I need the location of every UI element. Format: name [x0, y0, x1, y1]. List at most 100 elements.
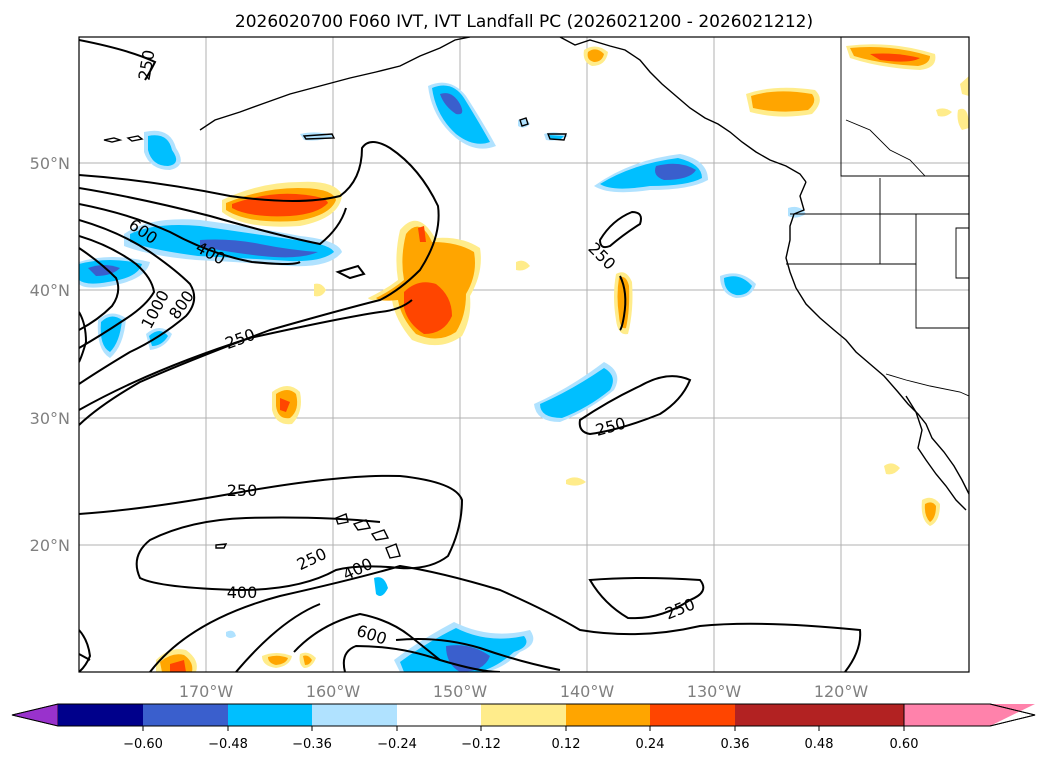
border-state [955, 227, 969, 279]
lat-label-20n: 20°N [30, 536, 70, 555]
border-mexico [885, 373, 969, 397]
cool-area [655, 163, 696, 180]
colorbar-tick-label: −0.24 [377, 737, 417, 752]
map-title: 2026020700 F060 IVT, IVT Landfall PC (20… [235, 12, 813, 32]
warm-area [936, 108, 952, 117]
border-state [915, 264, 969, 329]
contour-line [79, 187, 347, 246]
contour-line [335, 264, 366, 280]
warm-area [404, 282, 452, 334]
warm-area [924, 502, 936, 522]
lon-label-150w: 150°W [433, 682, 488, 701]
cool-area [149, 331, 168, 346]
contour-line [79, 203, 301, 265]
warm-area [617, 277, 630, 329]
island [126, 135, 144, 142]
contour-label: 400 [227, 583, 258, 602]
colorbar-segment [397, 704, 481, 726]
lat-labels: 50°N 40°N 30°N 20°N [30, 154, 70, 555]
contour-line [149, 564, 862, 672]
hawaii-island [385, 543, 401, 559]
cool-area [440, 93, 463, 115]
colorbar-segment [566, 704, 650, 726]
cool-area [374, 577, 388, 596]
cool-area [724, 276, 752, 296]
warm-area [587, 49, 604, 62]
map-panel [79, 37, 969, 672]
island [103, 137, 123, 143]
cool-area [226, 630, 236, 638]
colorbar-extend-right-shape [903, 703, 1036, 727]
warm-area [418, 226, 426, 242]
colorbar-segment [228, 704, 312, 726]
contour-line [619, 275, 627, 331]
warm-area [884, 463, 900, 475]
contour-line [588, 577, 705, 620]
warm-area [303, 655, 312, 665]
island [302, 133, 336, 140]
warm-area [957, 108, 969, 130]
us-west-coast [785, 181, 969, 495]
lon-label-130w: 130°W [687, 682, 742, 701]
colorbar: −0.60 −0.48 −0.36 −0.24 −0.12 0.12 0.24 … [11, 703, 1036, 752]
colorbar-tick-label: −0.36 [292, 737, 332, 752]
lon-labels: 170°W 160°W 150°W 140°W 130°W 120°W [179, 682, 869, 701]
colorbar-segment [650, 704, 735, 726]
border-canada [845, 119, 926, 177]
colorbar-tick-label: 0.36 [721, 737, 750, 752]
lon-label-120w: 120°W [814, 682, 869, 701]
cool-area [200, 239, 318, 258]
island [546, 133, 567, 141]
warm-area [566, 477, 586, 486]
colorbar-segment [735, 704, 819, 726]
warm-area [960, 76, 969, 96]
colorbar-segment [819, 704, 904, 726]
border-state [786, 214, 917, 265]
ivt-contours [79, 39, 862, 672]
baja-california [905, 395, 967, 511]
contour-line [79, 141, 440, 426]
colorbar-segment [143, 704, 228, 726]
colorbar-segment [58, 704, 143, 726]
colorbar-tick-label: 0.60 [890, 737, 919, 752]
warm-area [268, 655, 288, 665]
colorbar-tick-label: 0.48 [805, 737, 834, 752]
contour-line [235, 603, 321, 672]
lon-label-160w: 160°W [306, 682, 361, 701]
warm-area [170, 660, 186, 672]
contour-line [395, 638, 561, 671]
cool-area [540, 368, 613, 418]
map-frame [78, 36, 970, 673]
contour-line [79, 311, 88, 363]
colorbar-tick-label: 0.24 [636, 737, 665, 752]
warm-area [280, 398, 290, 412]
contour-line [79, 247, 120, 331]
warm-area [516, 260, 530, 271]
border-alaska-canada [840, 37, 969, 177]
contour-line [79, 299, 413, 411]
colorbar-extend-right [904, 704, 1035, 726]
colorbar-tick-label: −0.60 [123, 737, 163, 752]
map-content: 250 250 600 400 1000 800 250 250 250 250… [79, 37, 969, 672]
contour-line [79, 474, 464, 592]
contour-line [79, 219, 196, 385]
contour-line [79, 235, 156, 349]
contour-line [293, 612, 441, 661]
contour-label: 250 [227, 481, 258, 500]
contour-line [79, 39, 157, 81]
warm-area [870, 53, 920, 62]
colorbar-tick-label: −0.48 [208, 737, 248, 752]
island [519, 117, 529, 127]
lat-label-30n: 30°N [30, 409, 70, 428]
lon-label-170w: 170°W [179, 682, 234, 701]
contour-line [79, 629, 92, 672]
warm-area [314, 283, 326, 297]
colorbar-ticks [142, 726, 905, 731]
cool-area [148, 135, 177, 166]
hawaii-island [370, 529, 390, 541]
colorbar-segment [312, 704, 397, 726]
contour-line [79, 653, 91, 661]
contour-line [578, 375, 692, 436]
lat-label-40n: 40°N [30, 281, 70, 300]
